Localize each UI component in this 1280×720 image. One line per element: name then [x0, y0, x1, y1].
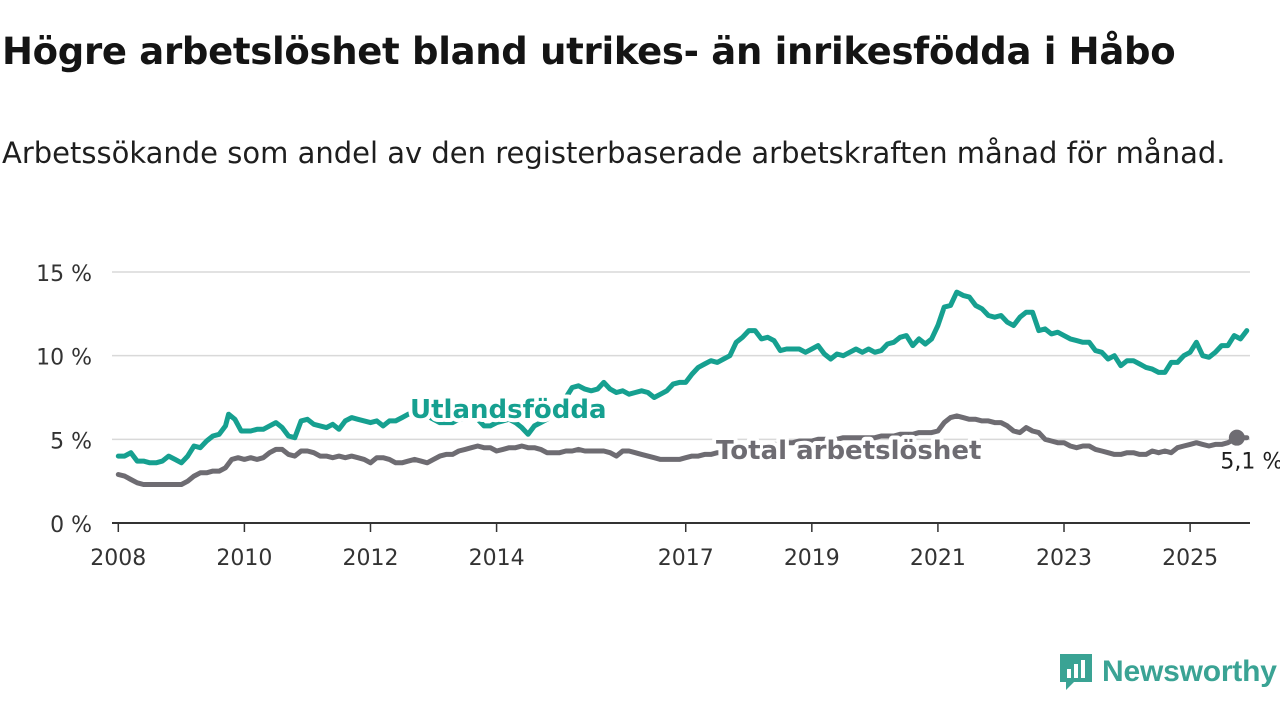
- y-tick-label: 15 %: [36, 262, 92, 287]
- chart-title: Högre arbetslöshet bland utrikes- än inr…: [2, 30, 1176, 73]
- y-axis-tick-labels: 0 % 5 % 10 % 15 %: [36, 262, 92, 538]
- series-lines: [115, 289, 1250, 487]
- x-tick-label: 2014: [469, 546, 525, 571]
- series-line-utlandsfodda: [115, 289, 1250, 466]
- brand-name: Newsworthy: [1102, 655, 1277, 688]
- series-labels: Utlandsfödda Total arbetslöshet 5,1 %: [406, 391, 1280, 478]
- x-tick-label: 2010: [216, 546, 272, 571]
- y-tick-label: 10 %: [36, 346, 92, 371]
- chart-subtitle: Arbetssökande som andel av den registerb…: [2, 136, 1226, 170]
- y-tick-label: 5 %: [50, 429, 92, 454]
- x-tick-label: 2021: [910, 546, 966, 571]
- newsworthy-logo-icon: [1060, 654, 1092, 690]
- gridlines: [112, 271, 1250, 441]
- series-label-total: Total arbetslöshet: [716, 436, 981, 466]
- x-tick-label: 2025: [1162, 546, 1218, 571]
- x-axis: 2008 2010 2012 2014 2017 2019 2021 2023 2025: [90, 522, 1250, 571]
- x-tick-label: 2008: [90, 546, 146, 571]
- series-line-total: [115, 413, 1250, 487]
- x-tick-label: 2012: [342, 546, 398, 571]
- x-tick-label: 2023: [1036, 546, 1092, 571]
- series-label-utlandsfodda: Utlandsfödda: [410, 395, 607, 425]
- end-value-label: 5,1 %: [1220, 450, 1280, 475]
- x-tick-label: 2019: [784, 546, 840, 571]
- y-tick-label: 0 %: [50, 513, 92, 538]
- newsworthy-brand: Newsworthy: [1058, 652, 1277, 692]
- x-tick-label: 2017: [658, 546, 714, 571]
- end-point-marker: [1228, 429, 1245, 446]
